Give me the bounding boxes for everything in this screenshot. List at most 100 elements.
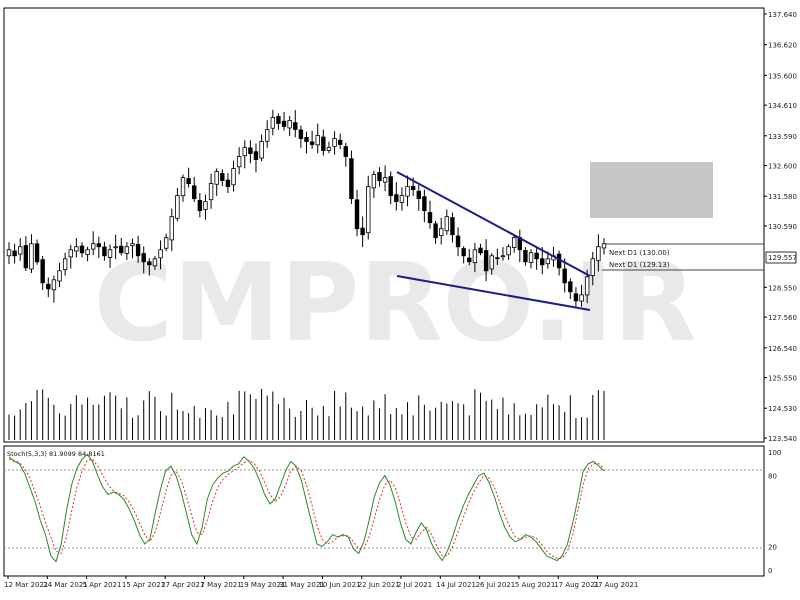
price-tick-label: 125.550: [768, 375, 797, 383]
candle-body: [573, 293, 579, 302]
next-level-label-2: Next D1 (129.13): [609, 261, 670, 269]
stochastic-panel-frame: [3, 445, 765, 577]
candle-body: [180, 177, 186, 197]
candle-body: [433, 223, 438, 239]
candle-body: [506, 246, 511, 256]
stoch-tick-label: 0: [768, 567, 772, 575]
candle-body: [298, 129, 304, 139]
candle-body: [203, 201, 208, 210]
next-level-label-1: Next D1 (130.00): [609, 249, 670, 257]
stochastic-label: Stoch(5,3,3) 81.9099 84.8161: [7, 450, 105, 458]
candle-body: [192, 185, 197, 200]
candle-body: [304, 137, 309, 142]
candle-body: [371, 174, 377, 189]
candle-body: [540, 258, 545, 266]
candle-body: [29, 243, 34, 270]
candle-body: [51, 279, 57, 291]
candle-body: [534, 252, 539, 260]
candle-body: [102, 246, 107, 257]
price-tick-label: 123.540: [768, 435, 797, 443]
candle-body: [85, 249, 90, 256]
date-tick-label: 12 Mar 2021: [4, 581, 48, 589]
price-tick-label: 127.560: [768, 314, 797, 322]
candle-body: [467, 257, 472, 263]
date-tick-label: 15 Apr 2021: [122, 581, 165, 589]
current-price-label: 129.557: [768, 254, 797, 262]
candle-body: [601, 243, 607, 249]
candle-body: [388, 176, 393, 197]
candle-body: [90, 243, 96, 250]
candle-body: [455, 235, 461, 248]
date-tick-label: 24 Mar 2021: [43, 581, 87, 589]
price-tick-label: 126.540: [768, 345, 797, 353]
candle-body: [265, 129, 270, 142]
candle-body: [293, 122, 298, 130]
price-tick-label: 128.550: [768, 284, 797, 292]
candle-body: [231, 168, 236, 186]
date-tick-label: 10 Jun 2021: [318, 581, 360, 589]
price-panel-frame: [3, 7, 765, 443]
candle-body: [270, 117, 276, 129]
candle-body: [523, 250, 528, 263]
candle-body: [23, 245, 29, 269]
candle-body: [107, 249, 113, 258]
candle-body: [253, 151, 259, 160]
date-tick-label: 5 Apr 2021: [83, 581, 122, 589]
price-tick-label: 133.590: [768, 133, 797, 141]
price-tick-label: 134.610: [768, 102, 797, 110]
price-tick-label: 137.640: [768, 11, 797, 19]
stoch-signal-line: [8, 458, 605, 559]
watermark: CMPRO.IR: [94, 241, 697, 366]
candle-body: [500, 255, 506, 258]
candle-body: [214, 171, 219, 185]
candle-body: [197, 199, 203, 212]
candle-body: [135, 243, 141, 257]
candle-body: [321, 136, 326, 151]
candle-body: [113, 246, 118, 249]
date-tick-label: 14 Jul 2021: [436, 581, 476, 589]
date-tick-label: 26 Jul 2021: [476, 581, 516, 589]
candle-body: [96, 243, 102, 248]
candle-body: [18, 246, 23, 255]
candle-body: [158, 249, 163, 259]
price-axis: 137.640 136.620 135.600 134.610 133.590 132.6…: [764, 11, 797, 443]
candle-body: [450, 217, 455, 236]
candle-body: [337, 139, 343, 145]
volume-bars: [8, 388, 605, 440]
candle-body: [152, 258, 158, 267]
candle-body: [208, 183, 214, 201]
candle-body: [248, 147, 253, 154]
candle-body: [163, 237, 169, 249]
candle-body: [366, 186, 371, 234]
candle-body: [416, 190, 421, 200]
wedge-lower-trendline: [396, 275, 591, 311]
candle-body: [584, 276, 590, 296]
candle-body: [511, 237, 517, 248]
candle-body: [124, 246, 130, 254]
candle-body: [6, 249, 12, 257]
candle-body: [483, 250, 489, 272]
wedge-upper-trendline: [396, 171, 591, 277]
candle-body: [175, 195, 180, 219]
current-price-tag: [765, 251, 797, 264]
candle-body: [399, 195, 405, 203]
candle-body: [410, 186, 416, 191]
candle-body: [79, 245, 85, 254]
date-tick-label: 7 May 2021: [201, 581, 242, 589]
candle-body: [68, 249, 73, 258]
candle-body: [596, 246, 601, 262]
candle-body: [377, 172, 382, 181]
candle-body: [579, 294, 584, 302]
candle-body: [119, 245, 124, 254]
candle-body: [439, 228, 444, 236]
date-tick-label: 27 Aug 2021: [594, 581, 639, 589]
candle-body: [242, 147, 247, 157]
date-tick-label: 5 Aug 2021: [515, 581, 555, 589]
stoch-main-line: [8, 453, 605, 563]
candle-body: [562, 268, 567, 284]
candle-body: [427, 212, 433, 224]
date-tick-label: 19 May 2021: [240, 581, 286, 589]
candle-body: [461, 248, 466, 257]
candle-body: [74, 246, 79, 252]
